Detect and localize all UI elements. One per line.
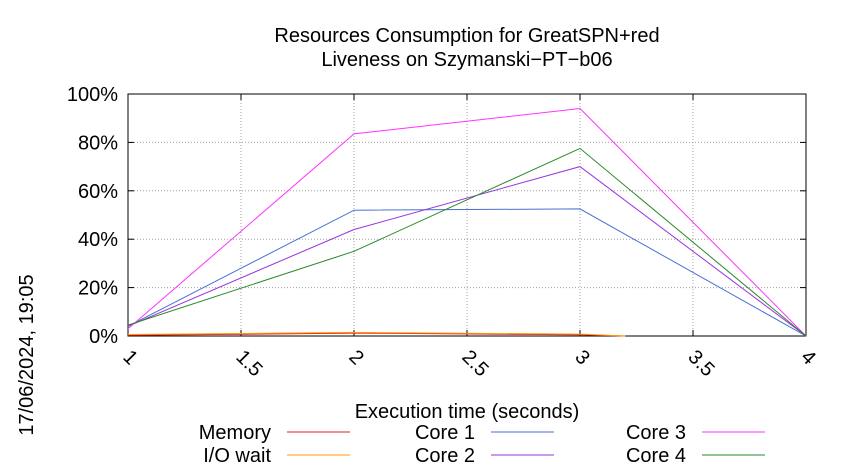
legend-label-memory: Memory: [199, 422, 271, 444]
y-tick-label: 0%: [89, 326, 118, 348]
chart-title: Resources Consumption for GreatSPN+red L…: [274, 25, 659, 71]
y-tick-label: 20%: [78, 278, 118, 300]
series-line-i-o-wait: [127, 331, 626, 337]
y-axis-ticks: 0% 20% 40% 60% 80% 100%: [67, 84, 806, 348]
x-tick-label: 2.5: [457, 346, 492, 381]
x-tick-label: 4: [796, 346, 819, 369]
y-tick-label: 100%: [67, 84, 118, 106]
grid-lines: [128, 94, 806, 336]
x-tick-label: 1: [118, 346, 141, 369]
timestamp-label: 17/06/2024, 19:05: [16, 274, 38, 435]
legend-label-core-1: Core 1: [415, 422, 475, 444]
series-line-core-2: [127, 166, 807, 337]
y-tick-label: 80%: [78, 132, 118, 154]
chart-title-line-1: Resources Consumption for GreatSPN+red: [274, 25, 659, 47]
series-line-core-3: [127, 107, 807, 337]
legend-label-core-2: Core 2: [415, 445, 475, 467]
x-tick-label: 1.5: [231, 346, 266, 381]
y-tick-label: 40%: [78, 229, 118, 251]
legend-label-core-3: Core 3: [626, 422, 686, 444]
x-tick-label: 2: [344, 346, 367, 369]
chart-title-line-2: Liveness on Szymanski−PT−b06: [321, 49, 612, 71]
y-tick-label: 60%: [78, 181, 118, 203]
series-line-core-1: [127, 208, 807, 337]
x-axis-label: Execution time (seconds): [355, 401, 580, 423]
x-tick-label: 3.5: [683, 346, 718, 381]
x-tick-label: 3: [570, 346, 593, 369]
series-lines: [127, 107, 807, 337]
x-axis-ticks: 1 1.5 2 2.5 3 3.5 4: [118, 94, 820, 381]
legend-label-core-4: Core 4: [626, 445, 686, 467]
series-line-core-4: [127, 147, 807, 337]
legend-label-i-o-wait: I/O wait: [203, 445, 271, 467]
